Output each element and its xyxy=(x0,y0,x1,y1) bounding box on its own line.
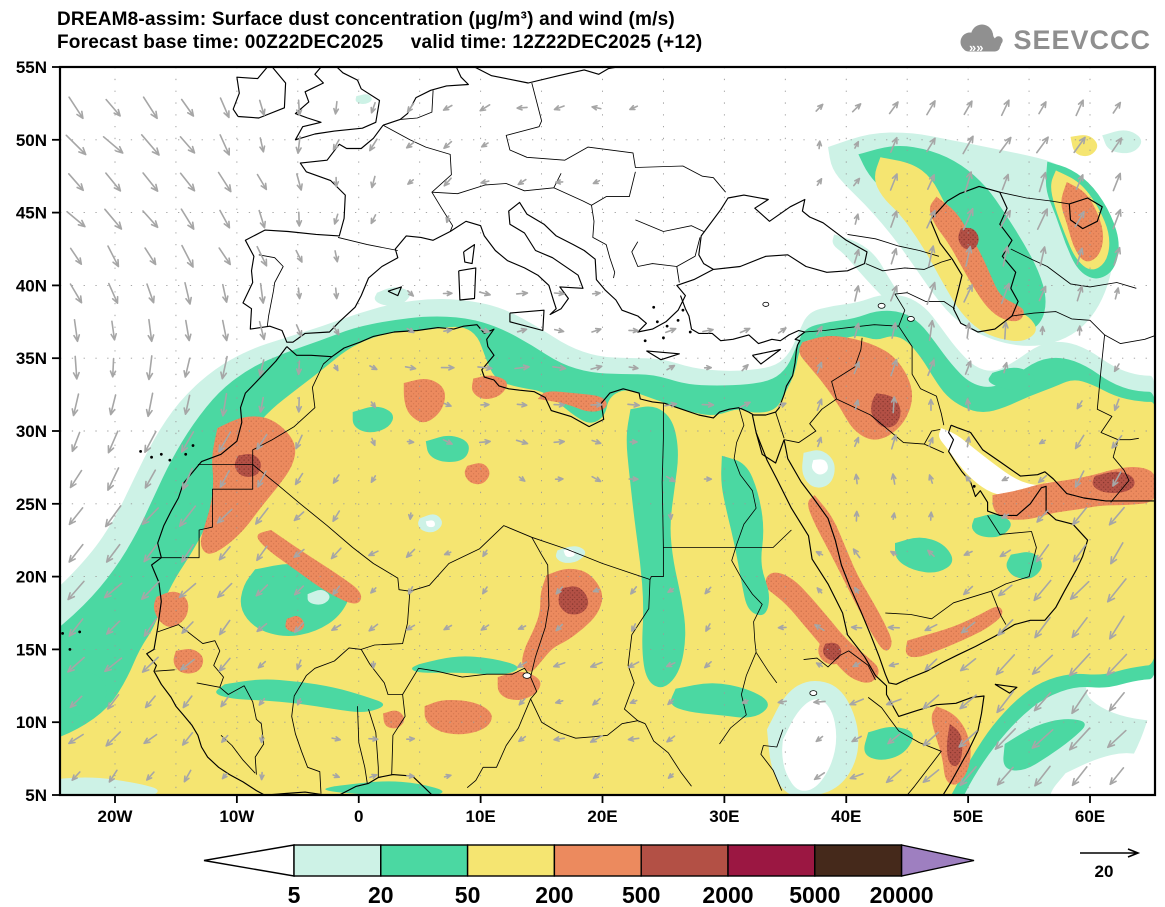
colorbar-label: 2000 xyxy=(702,882,753,907)
lat-axis-label: 20N xyxy=(16,568,47,587)
lon-axis-label: 0 xyxy=(354,807,363,826)
wind-reference-label: 20 xyxy=(1095,862,1114,881)
lon-axis-label: 10W xyxy=(219,807,255,826)
colorbar-label: 20000 xyxy=(870,882,934,907)
colorbar-label: 5000 xyxy=(789,882,840,907)
chart-title: DREAM8-assim: Surface dust concentration… xyxy=(57,9,675,30)
chart-subtitle: Forecast base time: 00Z22DEC2025 valid t… xyxy=(57,32,703,53)
wind-reference-arrow xyxy=(1080,848,1141,858)
svg-text:»»: »» xyxy=(969,40,983,55)
lon-axis-label: 40E xyxy=(831,807,861,826)
colorbar-segment xyxy=(380,844,469,877)
logo-text: SEEVCCC xyxy=(1013,24,1151,55)
lon-axis-label: 20E xyxy=(587,807,617,826)
colorbar-segment xyxy=(553,844,642,877)
cloud-logo-icon: »» xyxy=(960,24,1008,55)
lat-axis-label: 25N xyxy=(16,495,47,514)
colorbar-segment xyxy=(727,844,816,877)
lat-axis-label: 40N xyxy=(16,276,47,295)
lon-axis-label: 20W xyxy=(98,807,134,826)
wind-vectors xyxy=(65,96,1128,787)
lon-axis-label: 30E xyxy=(709,807,739,826)
colorbar-segment xyxy=(293,844,382,877)
colorbar-segment xyxy=(814,844,903,877)
colorbar: 5 20 50 200 500 2000 5000 20000 xyxy=(203,844,975,907)
lat-axis-label: 10N xyxy=(16,713,47,732)
coastlines-borders xyxy=(61,67,1155,795)
lat-axis-label: 55N xyxy=(16,58,47,77)
lat-axis-label: 5N xyxy=(25,786,47,805)
colorbar-label: 50 xyxy=(455,882,481,907)
colorbar-label: 500 xyxy=(622,882,660,907)
lat-axis-label: 30N xyxy=(16,422,47,441)
colorbar-arrow-below xyxy=(203,844,295,877)
axis-labels: 55N 50N 45N 40N 35N 30N 25N 20N 15N 10N 5N 20W 10W 0 1… xyxy=(16,58,1105,826)
lat-axis-label: 35N xyxy=(16,349,47,368)
lat-axis-label: 50N xyxy=(16,131,47,150)
colorbar-segment xyxy=(640,844,729,877)
wind-reference: 20 xyxy=(1080,848,1141,881)
lon-axis-label: 10E xyxy=(466,807,496,826)
title-block: DREAM8-assim: Surface dust concentration… xyxy=(57,8,702,54)
colorbar-label: 200 xyxy=(535,882,573,907)
dust-concentration-fills xyxy=(60,67,1155,795)
lon-axis-label: 50E xyxy=(953,807,983,826)
colorbar-label: 5 xyxy=(288,882,301,907)
colorbar-segment xyxy=(466,844,556,877)
colorbar-arrow-above xyxy=(900,844,975,877)
colorbar-label: 20 xyxy=(368,882,394,907)
lat-axis-label: 45N xyxy=(16,204,47,223)
seevccc-logo: »» SEEVCCC xyxy=(955,22,1151,58)
lon-axis-label: 60E xyxy=(1075,807,1105,826)
lat-axis-label: 15N xyxy=(16,640,47,659)
